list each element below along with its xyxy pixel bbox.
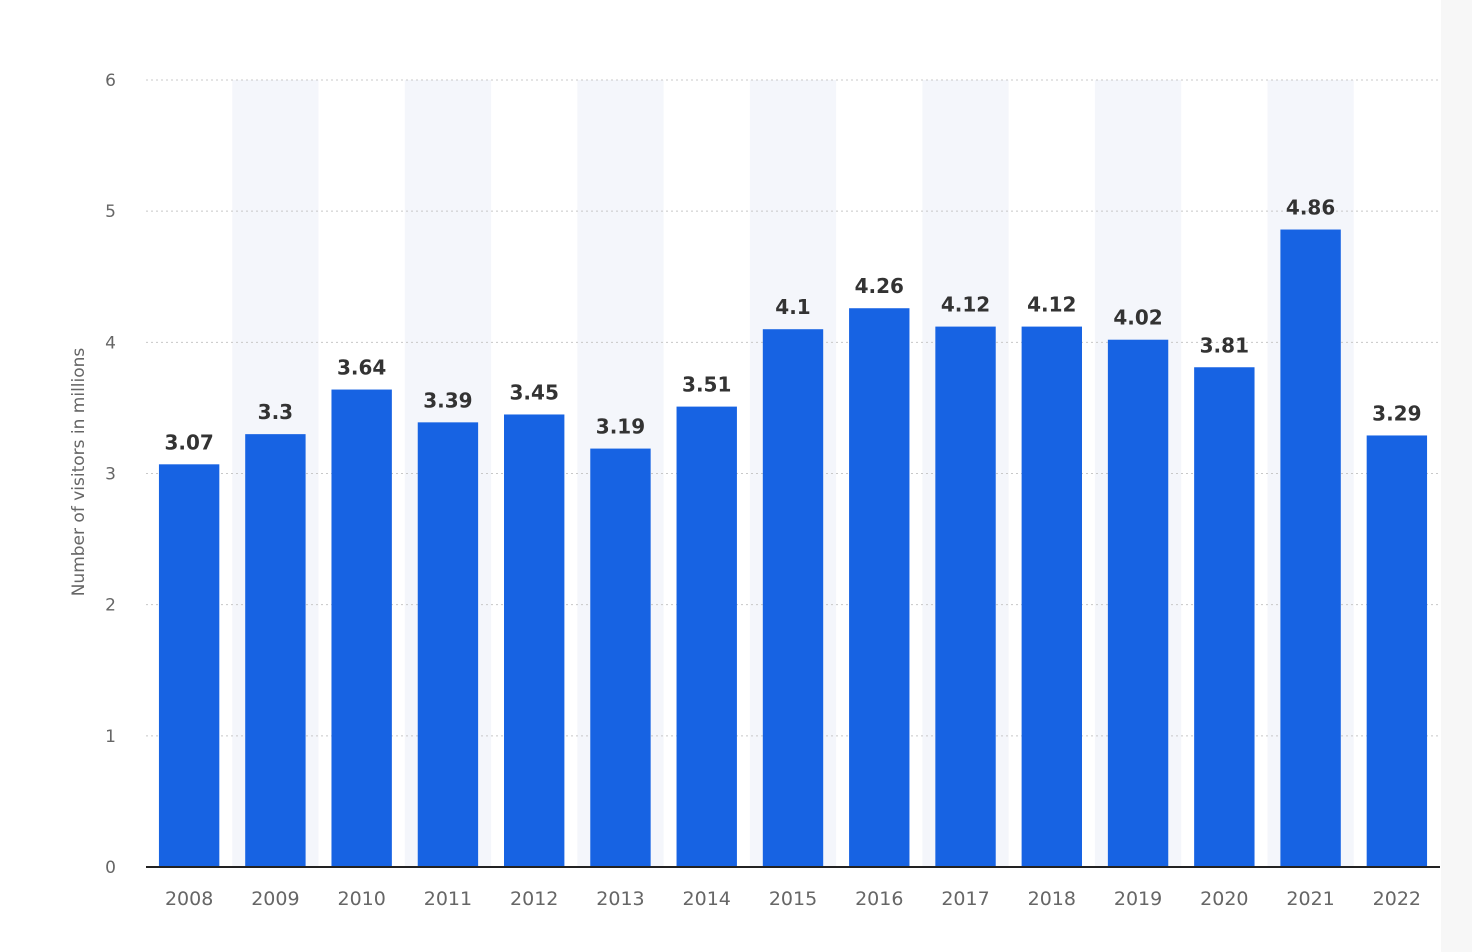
- bar-2016[interactable]: [849, 308, 910, 868]
- bar-2022[interactable]: [1366, 435, 1428, 867]
- value-label-2021: 4.86: [1286, 196, 1335, 220]
- x-tick-label-2021: 2021: [1286, 888, 1334, 910]
- bar-2015[interactable]: [762, 329, 824, 867]
- bar-2011[interactable]: [417, 422, 479, 867]
- x-tick-label-2019: 2019: [1114, 888, 1162, 910]
- value-label-2016: 4.26: [855, 274, 904, 298]
- bar-2010[interactable]: [331, 389, 392, 867]
- bar-2014[interactable]: [676, 406, 737, 867]
- bar-2018[interactable]: [1021, 326, 1082, 867]
- x-tick-label-2010: 2010: [337, 888, 385, 910]
- bar-2013[interactable]: [590, 448, 651, 867]
- bar-2017[interactable]: [935, 326, 996, 867]
- y-tick-label: 0: [105, 858, 116, 878]
- value-label-2010: 3.64: [337, 356, 386, 380]
- bars: [158, 229, 1428, 868]
- x-tick-label-2022: 2022: [1373, 888, 1421, 910]
- value-label-2014: 3.51: [682, 373, 731, 397]
- value-label-2009: 3.3: [258, 400, 293, 424]
- y-tick-label: 1: [105, 727, 116, 747]
- x-tick-label-2020: 2020: [1200, 888, 1248, 910]
- value-label-2013: 3.19: [596, 415, 645, 439]
- value-labels: 3.07 3.3 3.64 3.39 3.45 3.19 3.51 4.1 4.26 4.12 4.…: [164, 196, 1421, 455]
- bar-2019[interactable]: [1107, 339, 1169, 868]
- value-label-2017: 4.12: [941, 293, 990, 317]
- value-label-2019: 4.02: [1113, 306, 1162, 330]
- x-tick-label-2009: 2009: [251, 888, 299, 910]
- y-tick-label: 5: [105, 202, 116, 222]
- y-tick-label: 2: [105, 596, 116, 616]
- x-tick-label-2018: 2018: [1028, 888, 1076, 910]
- y-axis-label: Number of visitors in millions: [69, 348, 89, 597]
- bar-2021[interactable]: [1280, 229, 1341, 867]
- value-label-2022: 3.29: [1372, 401, 1421, 425]
- y-tick-label: 6: [105, 71, 116, 91]
- x-tick-label-2017: 2017: [941, 888, 989, 910]
- value-label-2020: 3.81: [1200, 333, 1249, 357]
- x-tick-label-2008: 2008: [165, 888, 213, 910]
- value-label-2018: 4.12: [1027, 293, 1076, 317]
- x-tick-label-2014: 2014: [683, 888, 731, 910]
- bar-2009[interactable]: [245, 434, 306, 867]
- x-tick-label-2015: 2015: [769, 888, 817, 910]
- value-label-2008: 3.07: [164, 430, 213, 454]
- x-tick-label-2016: 2016: [855, 888, 903, 910]
- x-axis-ticks: 2008 2009 2010 2011 2012 2013 2014 2015 2016 2017…: [165, 888, 1421, 910]
- y-axis-ticks: 0 1 2 3 4 5 6: [105, 71, 116, 878]
- x-tick-label-2013: 2013: [596, 888, 644, 910]
- value-label-2015: 4.1: [775, 295, 810, 319]
- value-label-2011: 3.39: [423, 388, 472, 412]
- bar-2020[interactable]: [1194, 367, 1255, 867]
- value-label-2012: 3.45: [510, 380, 559, 404]
- y-tick-label: 3: [105, 465, 116, 485]
- x-tick-label-2012: 2012: [510, 888, 558, 910]
- bar-2008[interactable]: [158, 464, 220, 867]
- bar-2012[interactable]: [504, 414, 565, 867]
- y-tick-label: 4: [105, 333, 116, 353]
- x-tick-label-2011: 2011: [424, 888, 472, 910]
- right-edge-panel: [1441, 0, 1472, 952]
